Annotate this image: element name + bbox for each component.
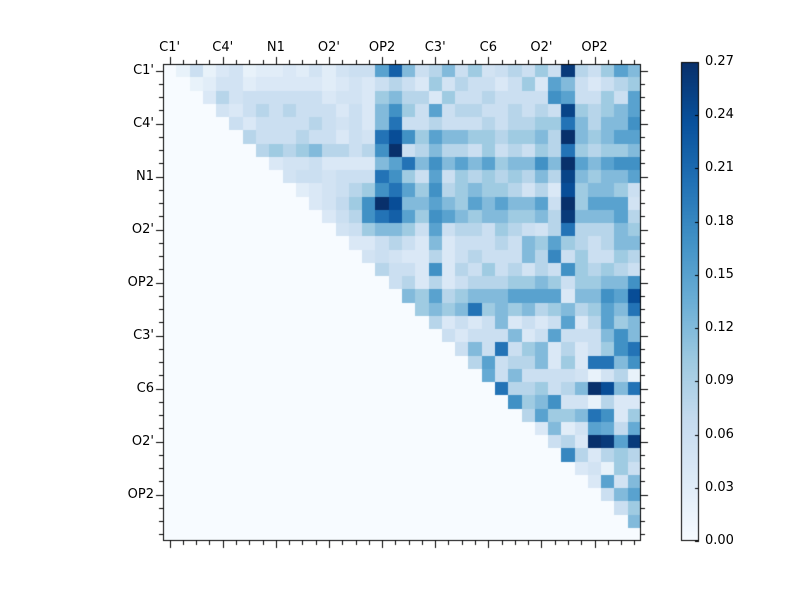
- colorbar-tick-label: 0.12: [705, 320, 734, 336]
- y-axis-label: C1': [133, 62, 154, 78]
- colorbar-tick-label: 0.09: [705, 373, 734, 389]
- x-axis-label: N1: [266, 40, 285, 55]
- colorbar-tick-label: 0.24: [705, 107, 734, 123]
- x-axis-label: OP2: [581, 40, 608, 55]
- colorbar-tick-label: 0.15: [705, 266, 734, 282]
- x-axis-label: OP2: [368, 40, 396, 55]
- y-axis-label: OP2: [127, 486, 154, 502]
- colorbar-tick-label: 0.27: [705, 54, 734, 69]
- x-axis-label: C6: [479, 40, 497, 55]
- x-axis-label: C4': [212, 40, 234, 55]
- y-axis-label: C3': [133, 327, 154, 343]
- y-axis-label: O2': [131, 221, 154, 237]
- x-axis-label: C1': [159, 40, 181, 55]
- colorbar-tick-label: 0.18: [705, 213, 734, 229]
- x-axis-label: O2': [317, 40, 341, 55]
- x-axis-label: C3': [424, 40, 446, 55]
- colorbar-tick-label: 0.00: [705, 533, 734, 548]
- y-axis-label: O2': [131, 433, 154, 449]
- colorbar-tick-label: 0.03: [705, 479, 734, 495]
- x-axis-label: O2': [530, 40, 553, 55]
- y-axis-label: N1: [136, 168, 154, 184]
- colorbar-tick-label: 0.06: [705, 426, 734, 442]
- y-axis-label: OP2: [127, 274, 154, 290]
- colorbar-tick-label: 0.21: [705, 160, 734, 176]
- y-axis-label: C4': [133, 115, 154, 131]
- y-axis-label: C6: [136, 380, 154, 396]
